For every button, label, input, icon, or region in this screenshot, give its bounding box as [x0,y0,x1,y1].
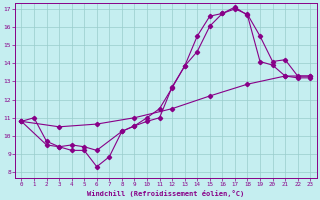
X-axis label: Windchill (Refroidissement éolien,°C): Windchill (Refroidissement éolien,°C) [87,190,244,197]
